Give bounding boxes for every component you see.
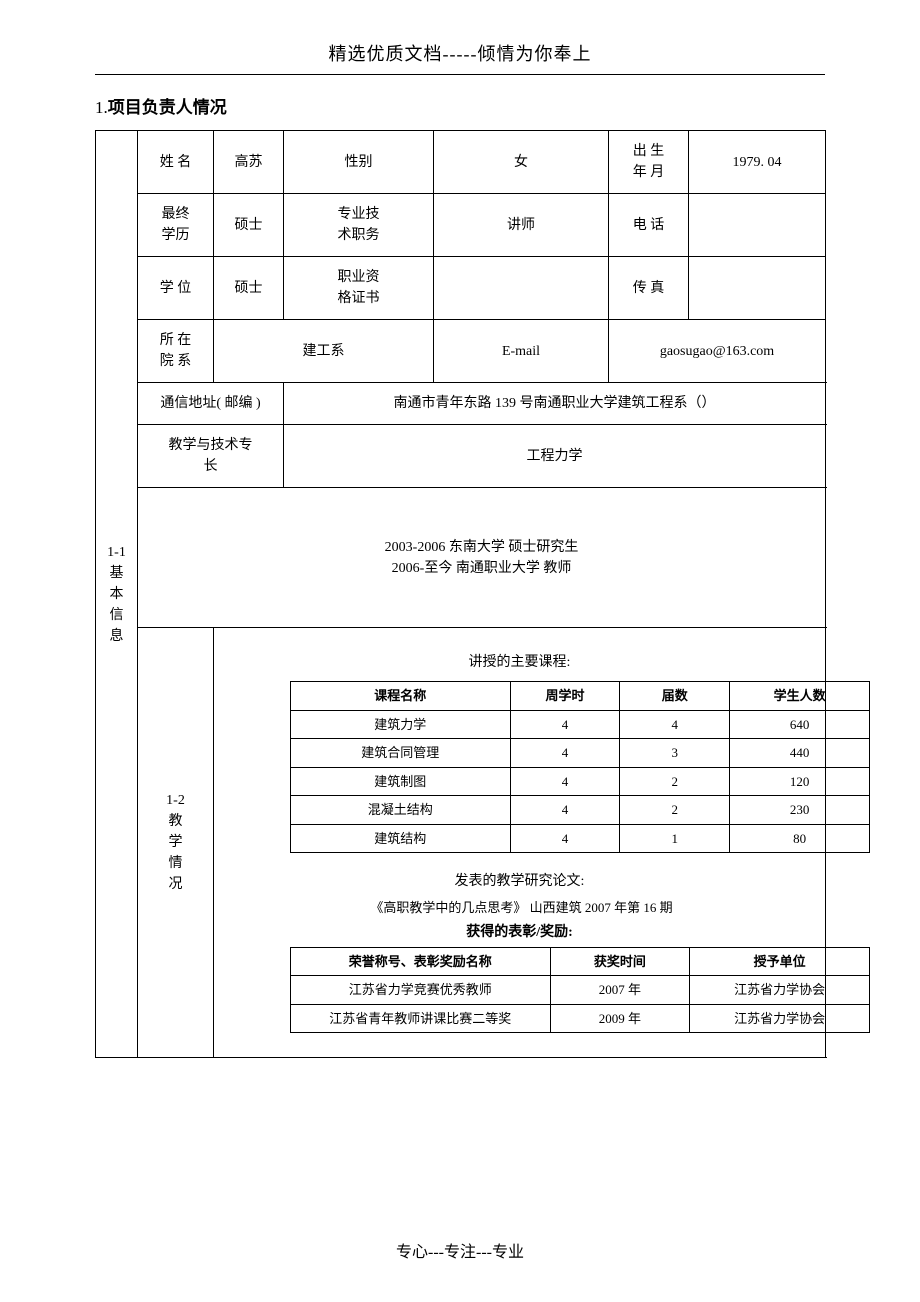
course-row: 建筑制图42120 [291, 767, 870, 796]
side1-code: 1-1 [102, 542, 131, 563]
c00: 建筑力学 [291, 710, 511, 739]
award-row: 江苏省青年教师讲课比赛二等奖2009 年江苏省力学协会 [291, 1004, 870, 1033]
email-value: gaosugao@163.com [609, 320, 826, 383]
email-label: E-mail [434, 320, 609, 383]
award-row: 江苏省力学竞赛优秀教师2007 年江苏省力学协会 [291, 976, 870, 1005]
paper-heading: 发表的教学研究论文: [220, 871, 819, 892]
ah2: 授予单位 [690, 947, 870, 976]
phone-value [689, 194, 826, 257]
course-row: 建筑结构4180 [291, 824, 870, 853]
side2-char4: 况 [144, 874, 207, 895]
c22: 2 [620, 767, 730, 796]
ch1: 周学时 [510, 682, 620, 711]
page-footer: 专心---专注---专业 [0, 1238, 920, 1262]
course-row: 混凝土结构42230 [291, 796, 870, 825]
cert-label: 职业资 格证书 [284, 257, 434, 320]
side2-char2: 学 [144, 832, 207, 853]
resume-line-1: 2003-2006 东南大学 硕士研究生 [144, 537, 819, 558]
a02: 江苏省力学协会 [690, 976, 870, 1005]
courses-table: 课程名称 周学时 届数 学生人数 建筑力学44640 建筑合同管理43440 建… [290, 681, 870, 853]
c01: 4 [510, 710, 620, 739]
course-row: 建筑合同管理43440 [291, 739, 870, 768]
c20: 建筑制图 [291, 767, 511, 796]
c41: 4 [510, 824, 620, 853]
phone-label: 电 话 [609, 194, 689, 257]
spec-value: 工程力学 [284, 425, 826, 488]
awards-header-row: 荣誉称号、表彰奖励名称 获奖时间 授予单位 [291, 947, 870, 976]
proftitle-label: 专业技 术职务 [284, 194, 434, 257]
side1-char2: 本 [102, 584, 131, 605]
courses-header-row: 课程名称 周学时 届数 学生人数 [291, 682, 870, 711]
addr-value: 南通市青年东路 139 号南通职业大学建筑工程系（） [284, 383, 826, 425]
degree-label: 学 位 [138, 257, 214, 320]
fax-value [689, 257, 826, 320]
c43: 80 [730, 824, 870, 853]
fax-label: 传 真 [609, 257, 689, 320]
a01: 2007 年 [550, 976, 690, 1005]
award-heading: 获得的表彰/奖励: [220, 922, 819, 943]
ch0: 课程名称 [291, 682, 511, 711]
birth-label: 出 生 年 月 [609, 131, 689, 194]
course-row: 建筑力学44640 [291, 710, 870, 739]
section-number: 1. [95, 98, 108, 117]
c31: 4 [510, 796, 620, 825]
dept-value: 建工系 [214, 320, 434, 383]
c02: 4 [620, 710, 730, 739]
awards-table: 荣誉称号、表彰奖励名称 获奖时间 授予单位 江苏省力学竞赛优秀教师2007 年江… [290, 947, 870, 1034]
side2-char1: 教 [144, 811, 207, 832]
c40: 建筑结构 [291, 824, 511, 853]
ch2: 届数 [620, 682, 730, 711]
side1-char4: 息 [102, 626, 131, 647]
degree-value: 硕士 [214, 257, 284, 320]
c23: 120 [730, 767, 870, 796]
side2-code: 1-2 [144, 790, 207, 811]
side-label-2: 1-2 教 学 情 况 [138, 628, 214, 1058]
name-value: 高苏 [214, 131, 284, 194]
teaching-cell: 讲授的主要课程: 课程名称 周学时 届数 学生人数 建筑力学44640 建筑合同… [214, 628, 826, 1058]
birth-value: 1979. 04 [689, 131, 826, 194]
c33: 230 [730, 796, 870, 825]
a10: 江苏省青年教师讲课比赛二等奖 [291, 1004, 551, 1033]
c42: 1 [620, 824, 730, 853]
edu-label: 最终 学历 [138, 194, 214, 257]
a00: 江苏省力学竞赛优秀教师 [291, 976, 551, 1005]
resume-cell: 2003-2006 东南大学 硕士研究生 2006-至今 南通职业大学 教师 [138, 488, 826, 628]
resume-line-2: 2006-至今 南通职业大学 教师 [144, 558, 819, 579]
dept-label: 所 在 院 系 [138, 320, 214, 383]
ah1: 获奖时间 [550, 947, 690, 976]
gender-label: 性别 [284, 131, 434, 194]
c10: 建筑合同管理 [291, 739, 511, 768]
ch3: 学生人数 [730, 682, 870, 711]
page-header: 精选优质文档-----倾情为你奉上 [0, 0, 920, 74]
section-title-text: 项目负责人情况 [108, 98, 227, 117]
ah0: 荣誉称号、表彰奖励名称 [291, 947, 551, 976]
c13: 440 [730, 739, 870, 768]
c11: 4 [510, 739, 620, 768]
c32: 2 [620, 796, 730, 825]
side1-char3: 信 [102, 605, 131, 626]
c03: 640 [730, 710, 870, 739]
addr-label: 通信地址( 邮编 ) [138, 383, 284, 425]
main-table: 1-1 基 本 信 息 姓 名 高苏 性别 女 出 生 年 月 1979. 04… [95, 130, 826, 1058]
a12: 江苏省力学协会 [690, 1004, 870, 1033]
section-title: 1.项目负责人情况 [95, 93, 920, 118]
courses-heading: 讲授的主要课程: [220, 652, 819, 673]
gender-value: 女 [434, 131, 609, 194]
c21: 4 [510, 767, 620, 796]
side1-char1: 基 [102, 563, 131, 584]
spec-label: 教学与技术专 长 [138, 425, 284, 488]
c30: 混凝土结构 [291, 796, 511, 825]
cert-value [434, 257, 609, 320]
side-label-1: 1-1 基 本 信 息 [96, 131, 138, 1058]
header-rule [95, 74, 825, 75]
side2-char3: 情 [144, 853, 207, 874]
paper-text: 《高职教学中的几点思考》 山西建筑 2007 年第 16 期 [224, 898, 819, 918]
name-label: 姓 名 [138, 131, 214, 194]
a11: 2009 年 [550, 1004, 690, 1033]
edu-value: 硕士 [214, 194, 284, 257]
proftitle-value: 讲师 [434, 194, 609, 257]
c12: 3 [620, 739, 730, 768]
